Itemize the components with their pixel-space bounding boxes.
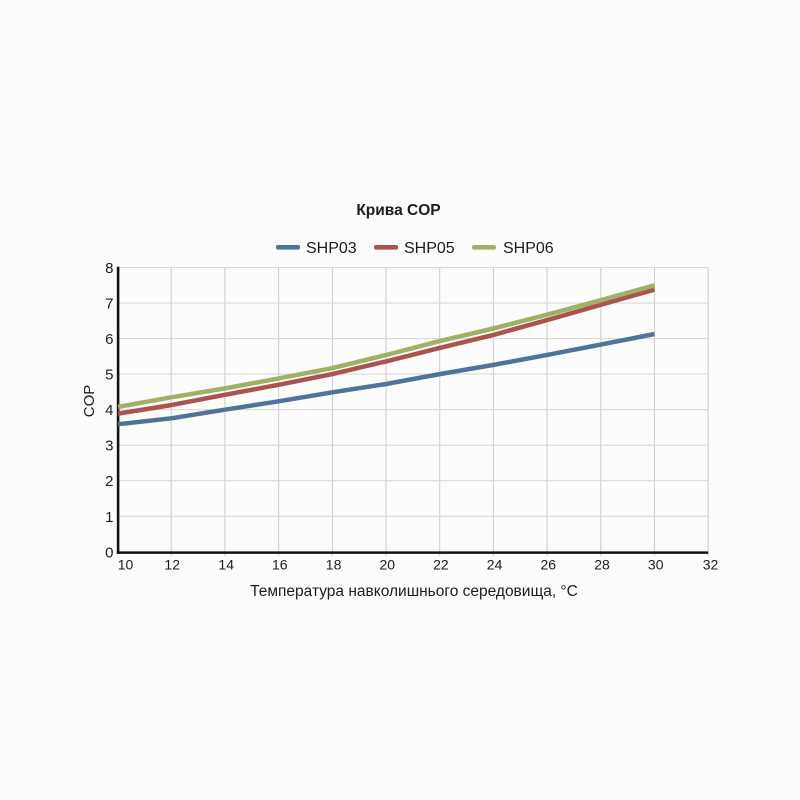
svg-text:16: 16	[272, 557, 288, 573]
svg-text:14: 14	[218, 557, 234, 573]
svg-text:6: 6	[105, 331, 113, 348]
svg-text:30: 30	[648, 557, 664, 573]
svg-text:10: 10	[118, 557, 134, 573]
svg-text:Крива COP: Крива COP	[356, 202, 440, 219]
svg-text:SHP06: SHP06	[503, 240, 554, 257]
svg-text:22: 22	[433, 557, 449, 573]
svg-text:28: 28	[594, 557, 610, 573]
svg-text:COP: COP	[81, 385, 98, 418]
svg-text:7: 7	[105, 296, 113, 313]
svg-text:2: 2	[105, 473, 113, 490]
svg-text:18: 18	[326, 557, 342, 573]
svg-text:32: 32	[703, 557, 719, 573]
svg-text:26: 26	[541, 557, 557, 573]
svg-text:8: 8	[105, 260, 113, 277]
svg-text:3: 3	[105, 438, 113, 455]
svg-text:5: 5	[105, 367, 113, 384]
svg-text:24: 24	[487, 557, 503, 573]
svg-text:Температура навколишнього сере: Температура навколишнього середовища, °C	[250, 583, 578, 600]
svg-text:4: 4	[105, 402, 113, 419]
svg-text:SHP03: SHP03	[306, 240, 357, 257]
svg-text:0: 0	[105, 544, 113, 561]
svg-text:12: 12	[164, 557, 180, 573]
svg-text:20: 20	[380, 557, 396, 573]
svg-text:1: 1	[105, 509, 113, 526]
svg-text:SHP05: SHP05	[404, 240, 455, 257]
